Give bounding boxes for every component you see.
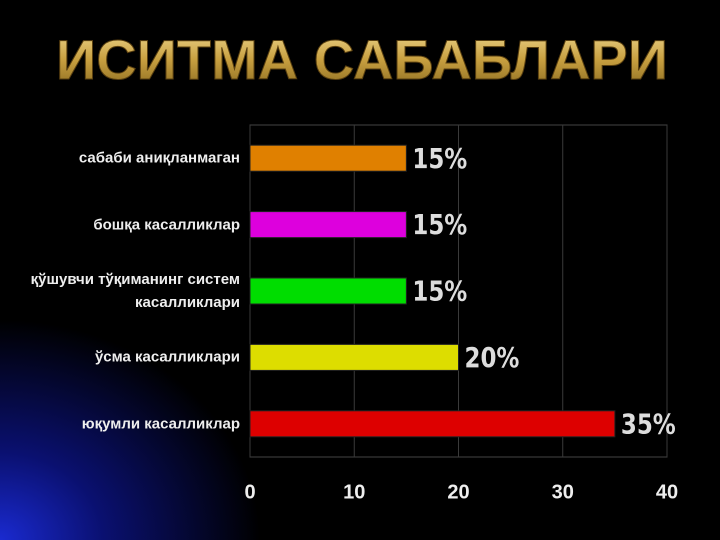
value-label: 15% — [412, 276, 467, 309]
bar — [249, 410, 616, 438]
value-label: 20% — [465, 342, 520, 375]
y-tick-label: қўшувчи тўқиманинг систем касалликлари — [30, 271, 240, 311]
x-tick-label: 30 — [552, 481, 574, 503]
bar — [249, 144, 407, 172]
y-tick-label: юқумли касалликлар — [81, 415, 240, 433]
x-tick-label: 40 — [656, 481, 678, 503]
y-tick-label: сабаби аниқланмаган — [78, 149, 240, 167]
bar — [249, 343, 459, 371]
chart-title: ИСИТМА САБАБЛАРИ — [56, 28, 668, 91]
y-tick-label: ўсма касалликлари — [94, 348, 240, 366]
value-label: 15% — [412, 143, 467, 176]
value-label: 35% — [621, 408, 676, 441]
x-tick-label: 20 — [447, 481, 469, 503]
bar — [249, 277, 407, 305]
value-label: 15% — [412, 209, 467, 242]
y-tick-label: бошқа касалликлар — [93, 216, 240, 234]
x-tick-label: 0 — [244, 481, 255, 503]
bar — [249, 211, 407, 239]
x-tick-label: 10 — [343, 481, 365, 503]
